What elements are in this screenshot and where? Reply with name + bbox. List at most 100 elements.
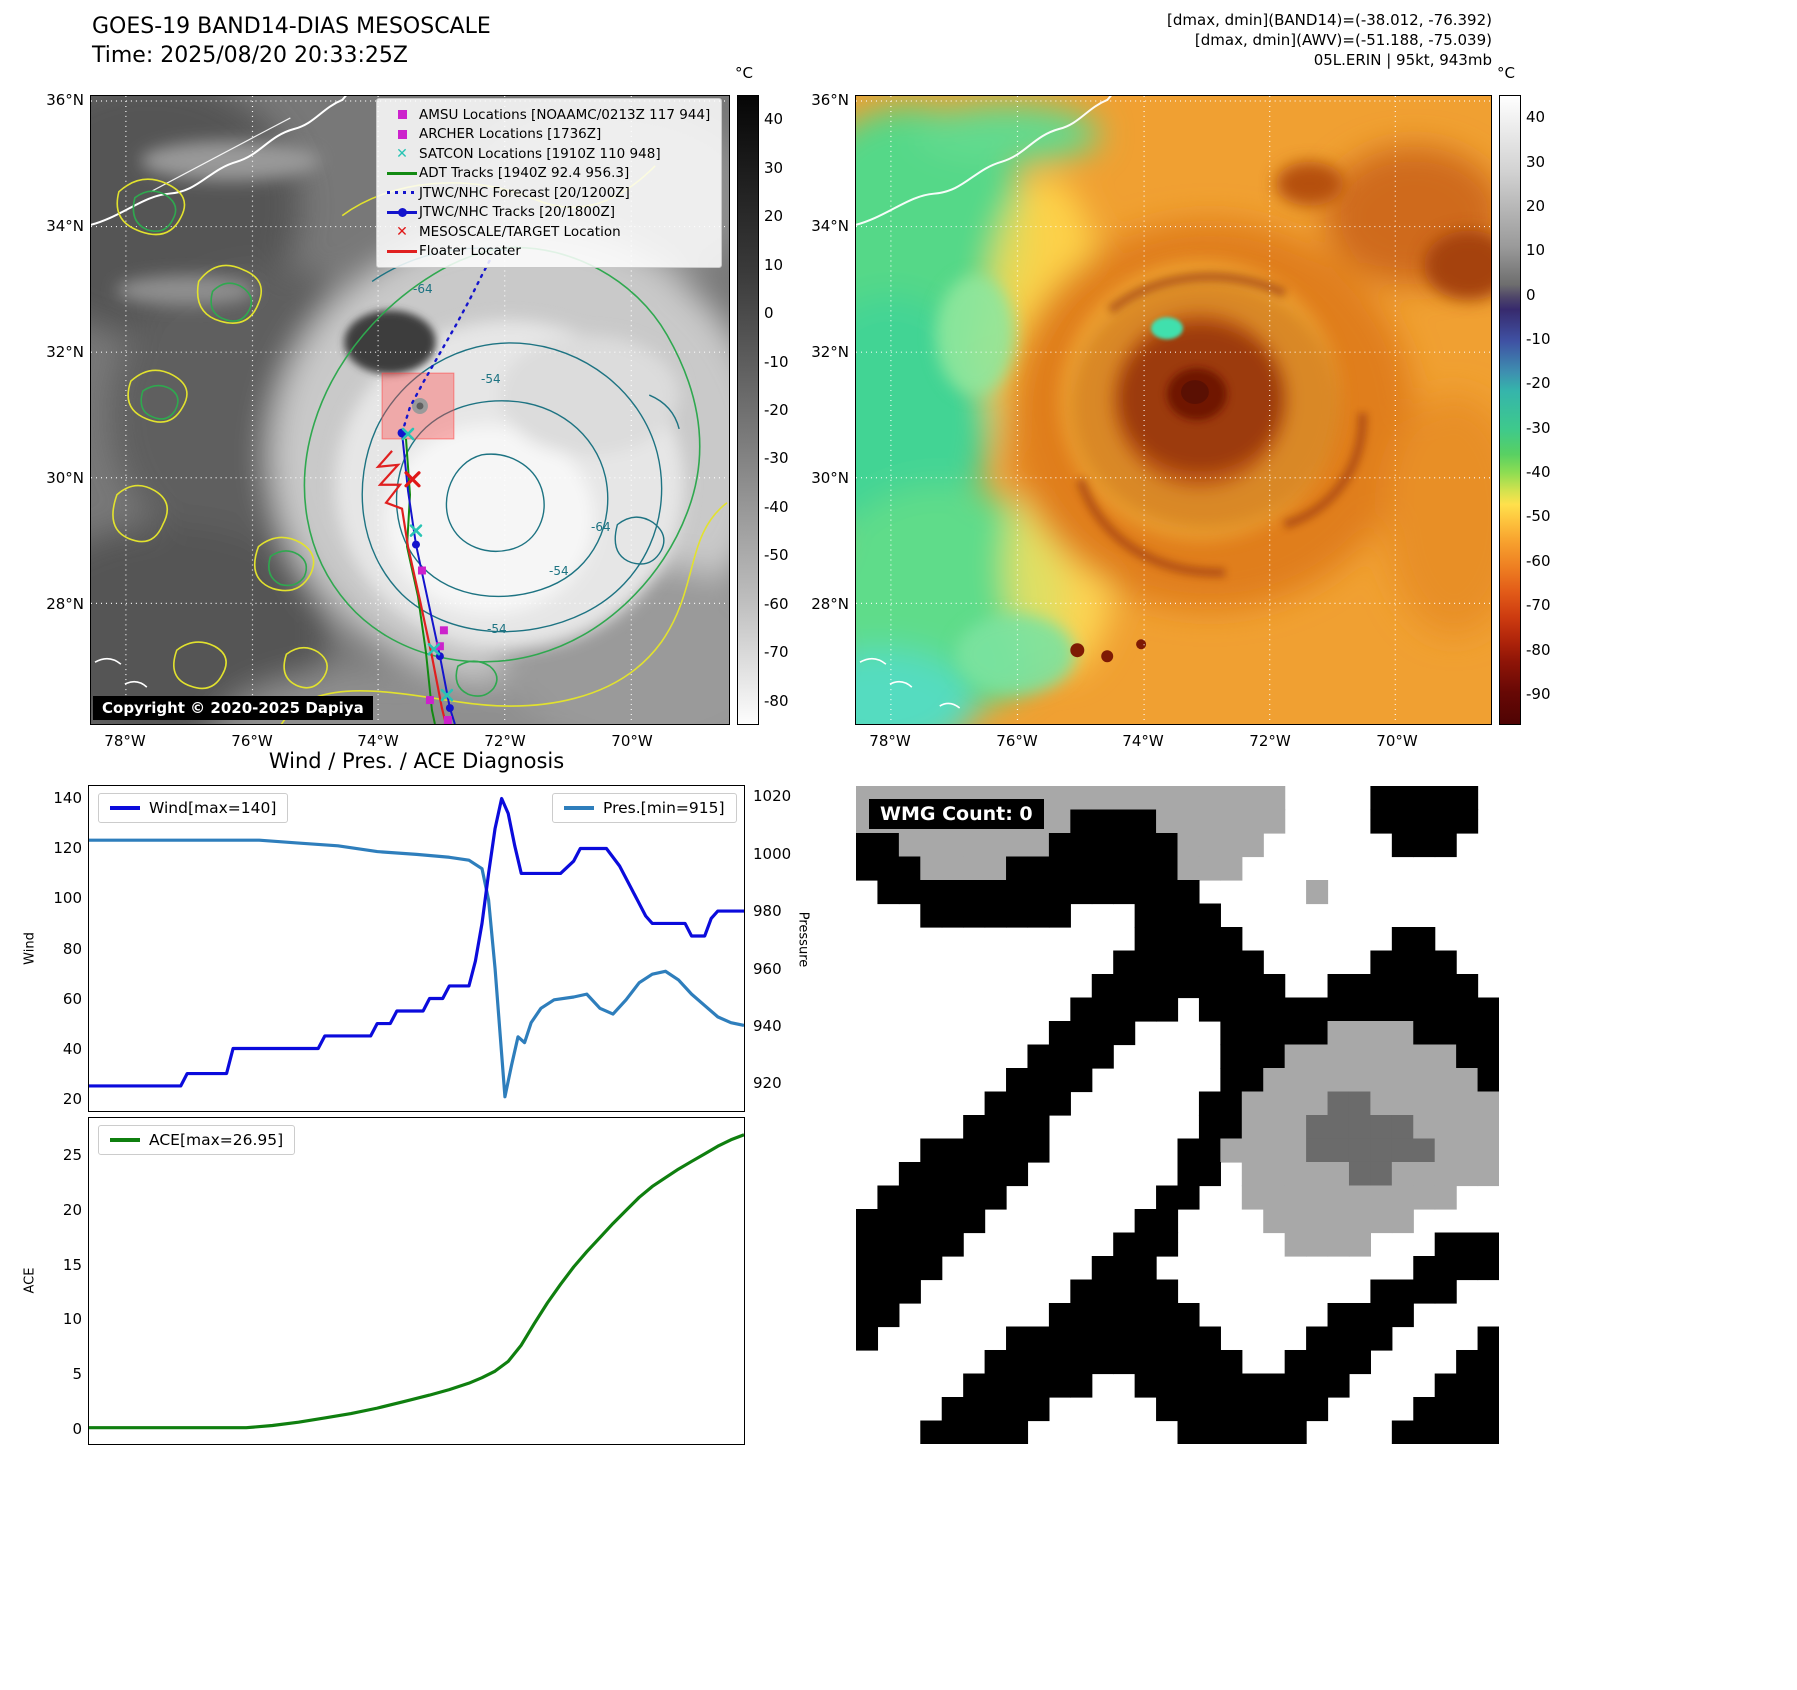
lon-tick: 78°W (869, 732, 911, 750)
pressure-axis-label: Pressure (795, 911, 811, 968)
wind-tick: 20 (62, 1090, 82, 1109)
colorbar-tick: -30 (1526, 418, 1551, 437)
adt-line-icon (385, 171, 419, 175)
colorbar-tick: -70 (764, 643, 789, 662)
lon-tick: 70°W (611, 732, 653, 750)
legend-item: ✕ MESOSCALE/TARGET Location (385, 222, 713, 242)
legend-label: Floater Locater (419, 243, 521, 260)
awv-colorbar-unit: °C (1497, 64, 1515, 82)
awv-map (855, 95, 1492, 725)
floater-line-icon (385, 249, 419, 253)
diagnosis-title: Wind / Pres. / ACE Diagnosis (268, 749, 565, 773)
colorbar-tick: 0 (1526, 285, 1536, 304)
target-x-marker (404, 471, 421, 488)
copyright-badge: Copyright © 2020-2025 Dapiya (93, 696, 373, 720)
ace-series-line (89, 1133, 744, 1430)
wmg-count-badge: WMG Count: 0 (869, 799, 1044, 829)
pressure-series-line (89, 838, 744, 1099)
wind-tick: 80 (62, 939, 82, 958)
wind-legend-line-icon (110, 806, 140, 810)
colorbar-tick: 40 (1526, 108, 1546, 127)
storm-id-intensity: 05L.ERIN | 95kt, 943mb (1313, 51, 1492, 69)
contour-label: -64 (591, 520, 611, 534)
ace-tick: 25 (62, 1146, 82, 1165)
colorbar-tick: -90 (1526, 684, 1551, 703)
colorbar-tick: -50 (764, 546, 789, 565)
lat-tick: 34°N (811, 217, 849, 235)
ace-legend-label: ACE[max=26.95] (149, 1131, 284, 1149)
wind-axis-label: Wind (22, 932, 38, 965)
ace-chart (88, 1117, 745, 1445)
colorbar-tick: -20 (764, 401, 789, 419)
pressure-tick: 1020 (753, 787, 792, 806)
ace-tick: 5 (72, 1364, 82, 1383)
band14-title-line2: Time: 2025/08/20 20:33:25Z (92, 43, 408, 68)
legend-label: ADT Tracks [1940Z 92.4 956.3] (419, 165, 630, 182)
wind-legend-label: Wind[max=140] (149, 799, 277, 817)
wind-series-line (89, 796, 744, 1088)
jtwc-forecast-line (400, 257, 492, 435)
contour-label: -54 (481, 372, 501, 386)
contour-label: -54 (487, 622, 507, 636)
lat-tick: 32°N (46, 343, 84, 361)
ace-tick: 0 (72, 1419, 82, 1438)
ace-legend: ACE[max=26.95] (98, 1125, 296, 1155)
lat-tick: 28°N (811, 595, 849, 613)
track-line-dot-icon (385, 207, 419, 217)
legend-item: AMSU Locations [NOAAMC/0213Z 117 944] (385, 105, 713, 125)
colorbar-tick: 30 (1526, 152, 1546, 171)
satcon-x-icon: ✕ (396, 145, 408, 162)
colorbar-tick: -30 (764, 449, 789, 468)
contour-label: -54 (549, 564, 569, 578)
ace-axis-label: ACE (22, 1267, 38, 1294)
band14-legend: AMSU Locations [NOAAMC/0213Z 117 944] ARC… (376, 98, 722, 268)
colorbar-tick: 10 (1526, 241, 1546, 260)
colorbar-tick: -60 (764, 594, 789, 613)
band14-title-line1: GOES-19 BAND14-DIAS MESOSCALE (92, 14, 491, 39)
pressure-legend-line-icon (564, 806, 594, 810)
legend-item: ✕ SATCON Locations [1910Z 110 948] (385, 144, 713, 164)
awv-colorbar (1499, 95, 1521, 725)
wind-tick: 100 (53, 889, 82, 908)
ace-tick: 10 (62, 1310, 82, 1329)
colorbar-tick: -80 (1526, 640, 1551, 659)
legend-label: SATCON Locations [1910Z 110 948] (419, 145, 661, 162)
legend-item: ADT Tracks [1940Z 92.4 956.3] (385, 164, 713, 184)
lon-tick: 76°W (231, 732, 273, 750)
lat-tick: 36°N (46, 91, 84, 109)
lat-tick: 32°N (811, 343, 849, 361)
colorbar-tick: 20 (764, 207, 784, 226)
wind-tick: 60 (62, 989, 82, 1008)
forecast-dotted-icon (385, 191, 419, 195)
pressure-legend: Pres.[min=915] (552, 793, 737, 823)
wind-tick: 120 (53, 838, 82, 857)
legend-label: MESOSCALE/TARGET Location (419, 223, 621, 240)
colorbar-tick: 30 (764, 158, 784, 177)
contour-label: -64 (413, 282, 433, 296)
colorbar-tick: 40 (764, 110, 784, 129)
colorbar-tick: -10 (1526, 330, 1551, 348)
pressure-tick: 960 (753, 959, 782, 978)
amsu-archer-markers (417, 566, 452, 724)
target-x-icon: ✕ (396, 223, 408, 240)
satcon-markers (401, 427, 454, 702)
lon-tick: 74°W (357, 732, 399, 750)
lon-tick: 70°W (1376, 732, 1418, 750)
ace-tick: 20 (62, 1200, 82, 1219)
band14-map: AMSU Locations [NOAAMC/0213Z 117 944] ARC… (90, 95, 730, 725)
legend-item: ARCHER Locations [1736Z] (385, 125, 713, 145)
band14-colorbar-unit: °C (735, 64, 753, 82)
lat-tick: 34°N (46, 217, 84, 235)
legend-label: AMSU Locations [NOAAMC/0213Z 117 944] (419, 106, 711, 123)
lon-tick: 78°W (104, 732, 146, 750)
wmg-mask-panel: WMG Count: 0 (855, 785, 1500, 1445)
wind-legend: Wind[max=140] (98, 793, 289, 823)
band14-colorbar (737, 95, 759, 725)
lon-tick: 76°W (996, 732, 1038, 750)
pressure-tick: 1000 (753, 844, 792, 863)
archer-square-icon (385, 129, 419, 139)
colorbar-tick: -20 (1526, 374, 1551, 393)
colorbar-tick: -50 (1526, 507, 1551, 526)
legend-item: JTWC/NHC Forecast [20/1200Z] (385, 183, 713, 203)
